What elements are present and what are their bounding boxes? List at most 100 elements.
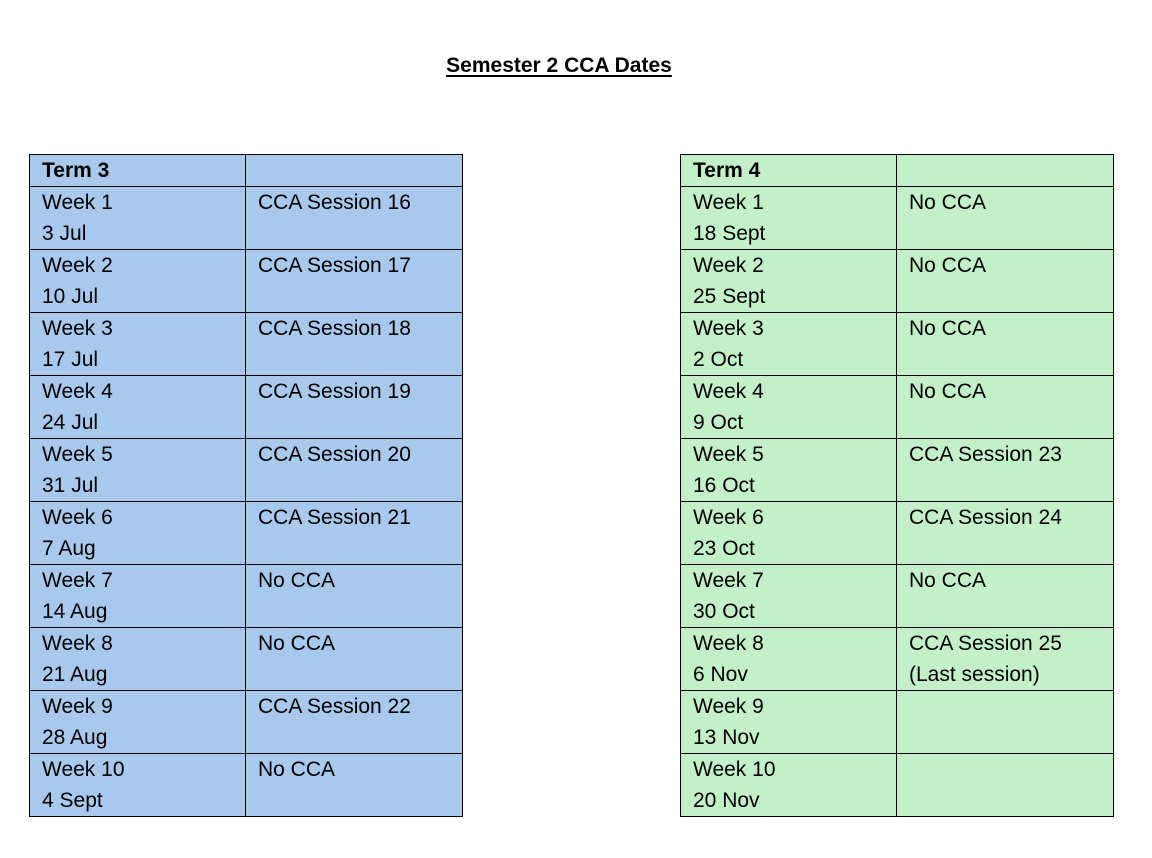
week-cell: Week 6 7 Aug bbox=[29, 501, 246, 565]
week-date: 13 Nov bbox=[693, 726, 760, 749]
table-header-row: Term 4 bbox=[680, 154, 1114, 187]
week-cell: Week 7 30 Oct bbox=[680, 564, 897, 628]
session-note: (Last session) bbox=[909, 663, 1040, 686]
table-row: Week 7 14 Aug No CCA bbox=[29, 564, 463, 628]
week-date: 30 Oct bbox=[693, 600, 755, 623]
week-label: Week 6 bbox=[42, 506, 113, 529]
table-row: Week 5 16 Oct CCA Session 23 bbox=[680, 438, 1114, 502]
session-cell: No CCA bbox=[896, 564, 1114, 628]
term-heading-second-cell bbox=[896, 154, 1114, 187]
session-label: CCA Session 24 bbox=[909, 506, 1062, 529]
week-cell: Week 9 28 Aug bbox=[29, 690, 246, 754]
session-label: No CCA bbox=[258, 569, 336, 592]
week-label: Week 1 bbox=[693, 191, 764, 214]
table-row: Week 8 6 Nov CCA Session 25 (Last session) bbox=[680, 627, 1114, 691]
week-date: 24 Jul bbox=[42, 411, 99, 434]
week-cell: Week 10 4 Sept bbox=[29, 753, 246, 817]
session-cell: CCA Session 20 bbox=[245, 438, 463, 502]
session-cell: No CCA bbox=[245, 564, 463, 628]
week-label: Week 10 bbox=[693, 758, 776, 781]
week-label: Week 2 bbox=[42, 254, 113, 277]
week-date: 10 Jul bbox=[42, 285, 99, 308]
session-cell: CCA Session 19 bbox=[245, 375, 463, 439]
week-label: Week 9 bbox=[693, 695, 764, 718]
week-label: Week 2 bbox=[693, 254, 764, 277]
page-title: Semester 2 CCA Dates bbox=[446, 54, 672, 77]
week-cell: Week 5 31 Jul bbox=[29, 438, 246, 502]
session-cell: CCA Session 23 bbox=[896, 438, 1114, 502]
week-cell: Week 5 16 Oct bbox=[680, 438, 897, 502]
week-date: 25 Sept bbox=[693, 285, 766, 308]
table-row: Week 5 31 Jul CCA Session 20 bbox=[29, 438, 463, 502]
week-cell: Week 4 24 Jul bbox=[29, 375, 246, 439]
week-label: Week 8 bbox=[42, 632, 113, 655]
week-label: Week 1 bbox=[42, 191, 113, 214]
table-row: Week 7 30 Oct No CCA bbox=[680, 564, 1114, 628]
table-row: Week 3 17 Jul CCA Session 18 bbox=[29, 312, 463, 376]
week-label: Week 6 bbox=[693, 506, 764, 529]
week-cell: Week 4 9 Oct bbox=[680, 375, 897, 439]
session-label: No CCA bbox=[909, 191, 987, 214]
term-heading-second-cell bbox=[245, 154, 463, 187]
session-cell bbox=[896, 690, 1114, 754]
week-date: 2 Oct bbox=[693, 348, 744, 371]
session-cell: CCA Session 18 bbox=[245, 312, 463, 376]
week-label: Week 7 bbox=[42, 569, 113, 592]
session-label: No CCA bbox=[909, 380, 987, 403]
week-cell: Week 1 18 Sept bbox=[680, 186, 897, 250]
table-row: Week 2 25 Sept No CCA bbox=[680, 249, 1114, 313]
week-cell: Week 3 2 Oct bbox=[680, 312, 897, 376]
term-heading-cell: Term 3 bbox=[29, 154, 246, 187]
week-date: 7 Aug bbox=[42, 537, 96, 560]
table-row: Week 4 24 Jul CCA Session 19 bbox=[29, 375, 463, 439]
session-label: CCA Session 18 bbox=[258, 317, 411, 340]
week-cell: Week 8 6 Nov bbox=[680, 627, 897, 691]
week-label: Week 4 bbox=[42, 380, 113, 403]
session-label: No CCA bbox=[909, 254, 987, 277]
session-cell: No CCA bbox=[245, 753, 463, 817]
session-cell bbox=[896, 753, 1114, 817]
session-label: No CCA bbox=[909, 317, 987, 340]
term-4-table: Term 4 Week 1 18 Sept No CCA Week 2 25 Sept No… bbox=[680, 154, 1114, 817]
table-row: Week 1 3 Jul CCA Session 16 bbox=[29, 186, 463, 250]
week-date: 4 Sept bbox=[42, 789, 103, 812]
week-cell: Week 10 20 Nov bbox=[680, 753, 897, 817]
week-label: Week 8 bbox=[693, 632, 764, 655]
table-row: Week 10 4 Sept No CCA bbox=[29, 753, 463, 817]
week-date: 28 Aug bbox=[42, 726, 108, 749]
table-row: Week 9 28 Aug CCA Session 22 bbox=[29, 690, 463, 754]
week-cell: Week 1 3 Jul bbox=[29, 186, 246, 250]
week-date: 23 Oct bbox=[693, 537, 755, 560]
table-header-row: Term 3 bbox=[29, 154, 463, 187]
table-row: Week 2 10 Jul CCA Session 17 bbox=[29, 249, 463, 313]
week-date: 14 Aug bbox=[42, 600, 108, 623]
table-row: Week 8 21 Aug No CCA bbox=[29, 627, 463, 691]
week-label: Week 10 bbox=[42, 758, 125, 781]
week-cell: Week 8 21 Aug bbox=[29, 627, 246, 691]
table-row: Week 6 23 Oct CCA Session 24 bbox=[680, 501, 1114, 565]
week-label: Week 9 bbox=[42, 695, 113, 718]
table-row: Week 4 9 Oct No CCA bbox=[680, 375, 1114, 439]
week-label: Week 3 bbox=[42, 317, 113, 340]
week-label: Week 4 bbox=[693, 380, 764, 403]
session-cell: CCA Session 16 bbox=[245, 186, 463, 250]
session-label: No CCA bbox=[909, 569, 987, 592]
week-date: 16 Oct bbox=[693, 474, 755, 497]
week-cell: Week 9 13 Nov bbox=[680, 690, 897, 754]
week-label: Week 7 bbox=[693, 569, 764, 592]
table-row: Week 9 13 Nov bbox=[680, 690, 1114, 754]
week-cell: Week 2 25 Sept bbox=[680, 249, 897, 313]
session-cell: No CCA bbox=[896, 249, 1114, 313]
session-label: CCA Session 19 bbox=[258, 380, 411, 403]
session-cell: CCA Session 22 bbox=[245, 690, 463, 754]
session-cell: No CCA bbox=[896, 312, 1114, 376]
session-cell: CCA Session 25 (Last session) bbox=[896, 627, 1114, 691]
week-label: Week 3 bbox=[693, 317, 764, 340]
session-label: CCA Session 21 bbox=[258, 506, 411, 529]
week-date: 20 Nov bbox=[693, 789, 760, 812]
table-row: Week 6 7 Aug CCA Session 21 bbox=[29, 501, 463, 565]
week-date: 18 Sept bbox=[693, 222, 766, 245]
week-date: 17 Jul bbox=[42, 348, 99, 371]
week-label: Week 5 bbox=[42, 443, 113, 466]
session-label: CCA Session 22 bbox=[258, 695, 411, 718]
